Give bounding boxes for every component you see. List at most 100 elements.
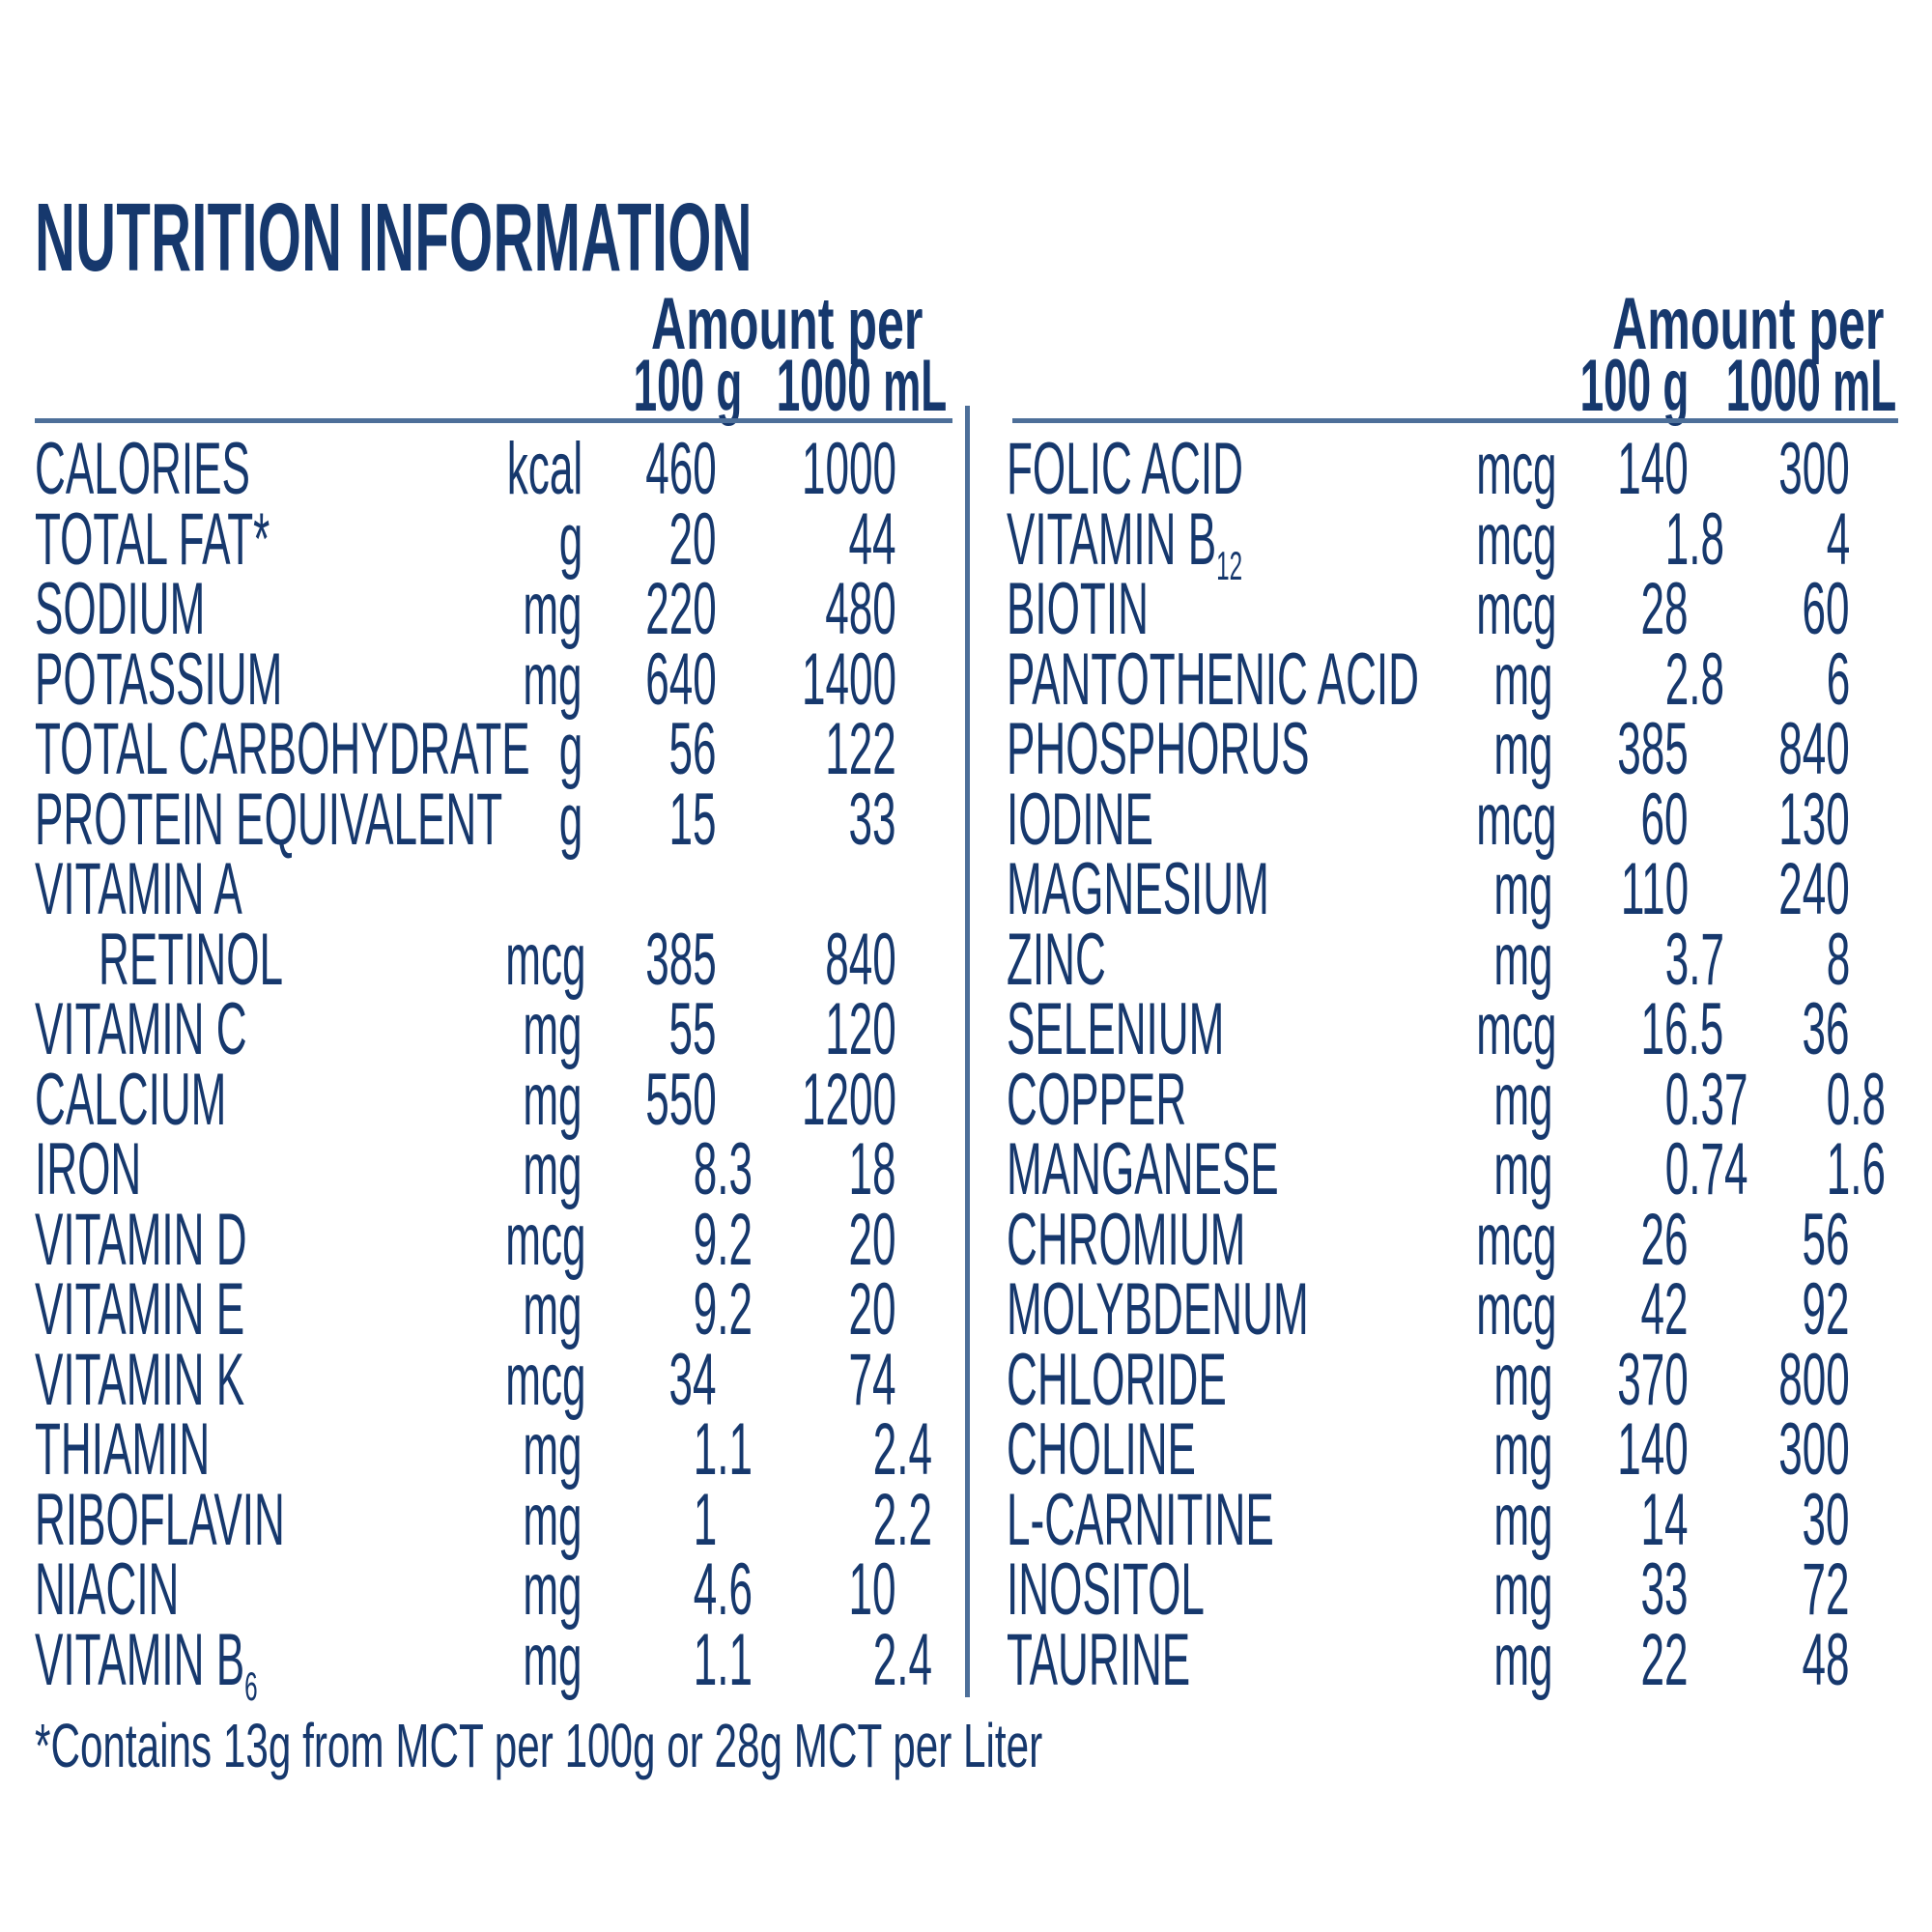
amount-per-100g: 550 xyxy=(645,1058,717,1141)
table-row: TOTAL CARBOHYDRATE g 56 122 xyxy=(35,708,952,790)
amount-per-1000ml: 2.4 xyxy=(872,1618,932,1701)
nutrient-label: TOTAL FAT* xyxy=(35,497,270,581)
amount-per-100g: 42 xyxy=(1640,1268,1689,1350)
nutrient-unit: kcal xyxy=(506,428,582,510)
amount-per-100g: 4.6 xyxy=(693,1548,753,1631)
table-row: ZINC mg 3.7 8 xyxy=(1007,918,1898,1001)
page-title: NUTRITION INFORMATION xyxy=(35,189,1272,286)
footnote-text: *Contains 13g from MCT per 100g or 28g M… xyxy=(35,1711,1043,1780)
amount-per-1000ml: 92 xyxy=(1802,1268,1850,1350)
amount-per-100g: 1.8 xyxy=(1664,497,1724,581)
column-header-1000ml: 1000 mL xyxy=(1725,345,1896,427)
amount-per-1000ml: 56 xyxy=(1802,1198,1850,1281)
table-row: TOTAL FAT* g 20 44 xyxy=(35,497,952,581)
footnote: *Contains 13g from MCT per 100g or 28g M… xyxy=(35,1711,1562,1780)
nutrient-label: PANTOTHENIC ACID xyxy=(1007,638,1419,721)
nutrient-label: TAURINE xyxy=(1007,1618,1191,1701)
amount-per-100g: 8.3 xyxy=(693,1128,753,1210)
table-row: RETINOL mcg 385 840 xyxy=(35,918,952,1001)
amount-per-100g xyxy=(582,855,717,925)
nutrition-table-left: Amount per 100 g 1000 mL CALORIES kcal 460… xyxy=(35,283,952,1706)
table-row: INOSITOL mg 33 72 xyxy=(1007,1553,1898,1626)
amount-per-100g: 26 xyxy=(1640,1198,1689,1281)
amount-per-1000ml: 2.4 xyxy=(872,1408,932,1491)
amount-per-1000ml: 30 xyxy=(1802,1478,1850,1561)
amount-per-100g: 9.2 xyxy=(693,1268,753,1350)
nutrient-label: CHLORIDE xyxy=(1007,1338,1227,1421)
page-title-text: NUTRITION INFORMATION xyxy=(35,184,753,292)
nutrient-label: BIOTIN xyxy=(1007,568,1149,650)
amount-per-1000ml: 20 xyxy=(848,1198,896,1281)
nutrient-label: SODIUM xyxy=(35,568,206,650)
amount-per-100g: 0.74 xyxy=(1664,1128,1748,1210)
table-header-right: Amount per 100 g 1000 mL xyxy=(1007,286,1898,435)
nutrient-label: COPPER xyxy=(1007,1058,1187,1141)
column-header-100g: 100 g xyxy=(1579,345,1689,427)
amount-per-heading: Amount per xyxy=(650,283,923,365)
nutrient-unit: mcg xyxy=(505,1198,586,1281)
table-row: L-CARNITINE mg 14 30 xyxy=(1007,1478,1898,1561)
nutrient-unit: mg xyxy=(1493,1478,1553,1561)
nutrient-unit: mg xyxy=(523,1548,582,1631)
nutrient-unit: mg xyxy=(1493,848,1553,930)
vertical-divider xyxy=(965,406,970,1697)
nutrient-unit: mg xyxy=(523,988,582,1070)
nutrient-unit: mg xyxy=(523,568,582,650)
amount-per-1000ml: 4 xyxy=(1826,497,1850,581)
table-row: CALORIES kcal 460 1000 xyxy=(35,428,952,510)
nutrient-unit: mg xyxy=(1493,918,1553,1001)
nutrient-label: MOLYBDENUM xyxy=(1007,1268,1309,1350)
nutrient-label: L-CARNITINE xyxy=(1007,1478,1274,1561)
table-row: IRON mg 8.3 18 xyxy=(35,1128,952,1210)
nutrient-unit: mg xyxy=(1493,1618,1553,1701)
nutrient-label: CALCIUM xyxy=(35,1058,227,1141)
table-row: POTASSIUM mg 640 1400 xyxy=(35,638,952,721)
amount-per-100g: 0.37 xyxy=(1664,1058,1748,1141)
nutrient-unit: mcg xyxy=(1476,1268,1557,1350)
amount-per-100g: 385 xyxy=(1617,708,1689,790)
amount-per-100g: 34 xyxy=(668,1338,717,1421)
nutrient-unit: mg xyxy=(1493,708,1553,790)
amount-per-1000ml: 122 xyxy=(825,708,896,790)
amount-per-100g: 60 xyxy=(1640,778,1689,861)
nutrient-unit: mg xyxy=(1493,638,1553,721)
amount-per-1000ml: 1400 xyxy=(801,638,896,721)
amount-per-1000ml: 480 xyxy=(825,568,896,650)
header-rule xyxy=(35,418,952,423)
nutrient-unit: mcg xyxy=(505,918,586,1001)
table-row: MAGNESIUM mg 110 240 xyxy=(1007,848,1898,930)
table-row: SODIUM mg 220 480 xyxy=(35,568,952,650)
amount-per-1000ml: 1000 xyxy=(801,428,896,510)
table-row: PHOSPHORUS mg 385 840 xyxy=(1007,708,1898,790)
nutrient-unit: mcg xyxy=(505,1338,586,1421)
nutrient-unit: g xyxy=(558,778,582,861)
amount-per-1000ml: 240 xyxy=(1778,848,1850,930)
table-row: CHLORIDE mg 370 800 xyxy=(1007,1338,1898,1421)
nutrient-label: PHOSPHORUS xyxy=(1007,708,1310,790)
nutrient-label: POTASSIUM xyxy=(35,638,283,721)
table-row: NIACIN mg 4.6 10 xyxy=(35,1548,952,1631)
nutrient-label: RIBOFLAVIN xyxy=(35,1478,285,1561)
nutrient-label: VITAMIN B6 xyxy=(35,1618,258,1709)
amount-per-1000ml xyxy=(717,855,896,925)
amount-per-100g: 28 xyxy=(1640,568,1689,650)
nutrient-unit: mg xyxy=(523,1268,582,1350)
nutrient-label: THIAMIN xyxy=(35,1408,211,1491)
amount-per-100g: 3.7 xyxy=(1664,918,1724,1001)
table-row: CHOLINE mg 140 300 xyxy=(1007,1413,1898,1486)
amount-per-100g: 1.1 xyxy=(693,1408,753,1491)
nutrient-label: IRON xyxy=(35,1128,142,1210)
table-row: VITAMIN C mg 55 120 xyxy=(35,988,952,1070)
amount-per-1000ml: 36 xyxy=(1802,988,1850,1070)
amount-per-100g: 220 xyxy=(645,568,717,650)
table-rows: CALORIES kcal 460 1000 TOTAL FAT* g 20 44 SODIUM… xyxy=(35,428,952,1709)
nutrient-label: VITAMIN E xyxy=(35,1268,245,1350)
amount-per-1000ml: 1.6 xyxy=(1826,1128,1886,1210)
nutrient-label: MAGNESIUM xyxy=(1007,848,1269,930)
amount-per-100g: 1 xyxy=(693,1478,717,1561)
amount-per-1000ml: 8 xyxy=(1826,918,1850,1001)
table-row: IODINE mcg 60 130 xyxy=(1007,778,1898,861)
amount-per-1000ml: 120 xyxy=(825,988,896,1070)
nutrient-label: SELENIUM xyxy=(1007,988,1225,1070)
amount-per-100g: 385 xyxy=(645,918,717,1001)
